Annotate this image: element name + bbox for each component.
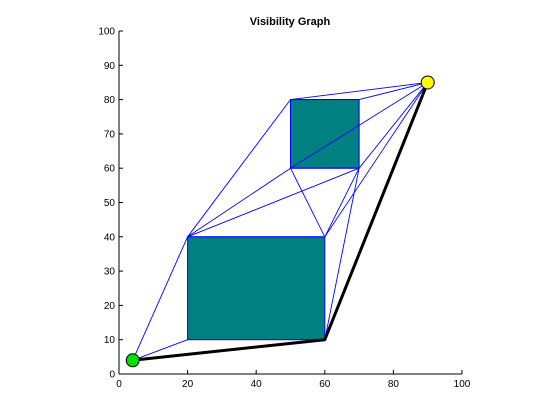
- y-tick-label: 40: [104, 232, 116, 243]
- y-tick-label: 60: [104, 164, 116, 175]
- start-marker: [125, 353, 140, 368]
- graph-edge-5: [187, 99, 291, 238]
- chart-title: Visibility Graph: [250, 16, 331, 28]
- goal-marker: [420, 75, 435, 90]
- x-tick-label: 100: [454, 379, 471, 390]
- graph-edge-10: [324, 82, 429, 238]
- x-tick-label: 80: [388, 379, 400, 390]
- y-tick-label: 10: [104, 335, 116, 346]
- y-tick-label: 90: [104, 61, 116, 72]
- obstacle-2: [290, 99, 360, 169]
- graph-edge-14: [290, 82, 428, 101]
- y-tick-label: 70: [104, 129, 116, 140]
- y-tick-label: 50: [104, 198, 116, 209]
- graph-edge-8: [290, 167, 326, 238]
- plot-area: 0 20 40 60 80 100 0 10 20 30 40 50 60 70 80 90 100: [98, 27, 470, 391]
- graph-edge-4: [187, 167, 291, 238]
- y-tick-label: 100: [98, 27, 115, 38]
- y-tick-label: 20: [104, 301, 116, 312]
- obstacle-1: [187, 236, 326, 341]
- shortest-path: [132, 81, 430, 362]
- y-tick-label: 80: [104, 95, 116, 106]
- graph-edge-16: [358, 82, 429, 169]
- x-tick-label: 60: [319, 379, 331, 390]
- graph-edge-2: [132, 236, 189, 361]
- graph-edge-6: [187, 167, 360, 238]
- graph-edge-9: [324, 167, 360, 238]
- x-tick-label: 20: [182, 379, 194, 390]
- graph-edge-11: [324, 168, 360, 340]
- x-tick-label: 0: [116, 379, 122, 390]
- x-tick-label: 40: [251, 379, 263, 390]
- y-tick-label: 0: [109, 370, 115, 381]
- graph-edge-1: [132, 339, 188, 361]
- y-tick-label: 30: [104, 267, 116, 278]
- graph-edge-15: [358, 82, 428, 101]
